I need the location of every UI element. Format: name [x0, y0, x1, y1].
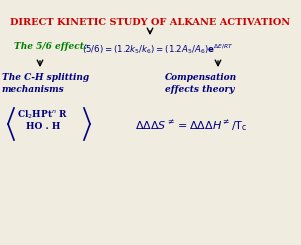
- Text: DIRECT KINETIC STUDY OF ALKANE ACTIVATION: DIRECT KINETIC STUDY OF ALKANE ACTIVATIO…: [10, 18, 290, 27]
- Text: Cl$_2$HPt$^n$ R: Cl$_2$HPt$^n$ R: [17, 108, 68, 121]
- Text: $(5/6) = (1.2k_5/k_6) = (1.2A_5/A_6)\mathbf{e}^{\Delta E/RT}$: $(5/6) = (1.2k_5/k_6) = (1.2A_5/A_6)\mat…: [82, 42, 234, 56]
- Text: HO . H: HO . H: [26, 122, 61, 131]
- Text: The 5/6 effect:: The 5/6 effect:: [14, 42, 87, 51]
- Text: Compensation
effects theory: Compensation effects theory: [165, 73, 237, 94]
- Text: The C-H splitting
mechanisms: The C-H splitting mechanisms: [2, 73, 89, 94]
- Text: $\Delta\Delta\Delta S^{\neq} = \Delta\Delta\Delta H^{\neq}/\mathrm{T_c}$: $\Delta\Delta\Delta S^{\neq} = \Delta\De…: [135, 118, 247, 133]
